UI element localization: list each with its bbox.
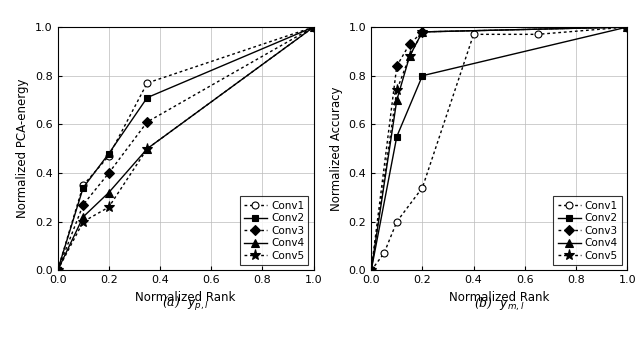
X-axis label: Normalized Rank: Normalized Rank xyxy=(136,291,236,304)
Legend: Conv1, Conv2, Conv3, Conv4, Conv5: Conv1, Conv2, Conv3, Conv4, Conv5 xyxy=(554,196,622,265)
Y-axis label: Normalized Accuracy: Normalized Accuracy xyxy=(330,87,343,211)
Text: (a)  $y_{p,l}$: (a) $y_{p,l}$ xyxy=(162,295,209,313)
X-axis label: Normalized Rank: Normalized Rank xyxy=(449,291,549,304)
Legend: Conv1, Conv2, Conv3, Conv4, Conv5: Conv1, Conv2, Conv3, Conv4, Conv5 xyxy=(240,196,308,265)
Y-axis label: Normalized PCA-energy: Normalized PCA-energy xyxy=(17,79,29,218)
Text: (b)  $y_{m,l}$: (b) $y_{m,l}$ xyxy=(474,296,524,313)
